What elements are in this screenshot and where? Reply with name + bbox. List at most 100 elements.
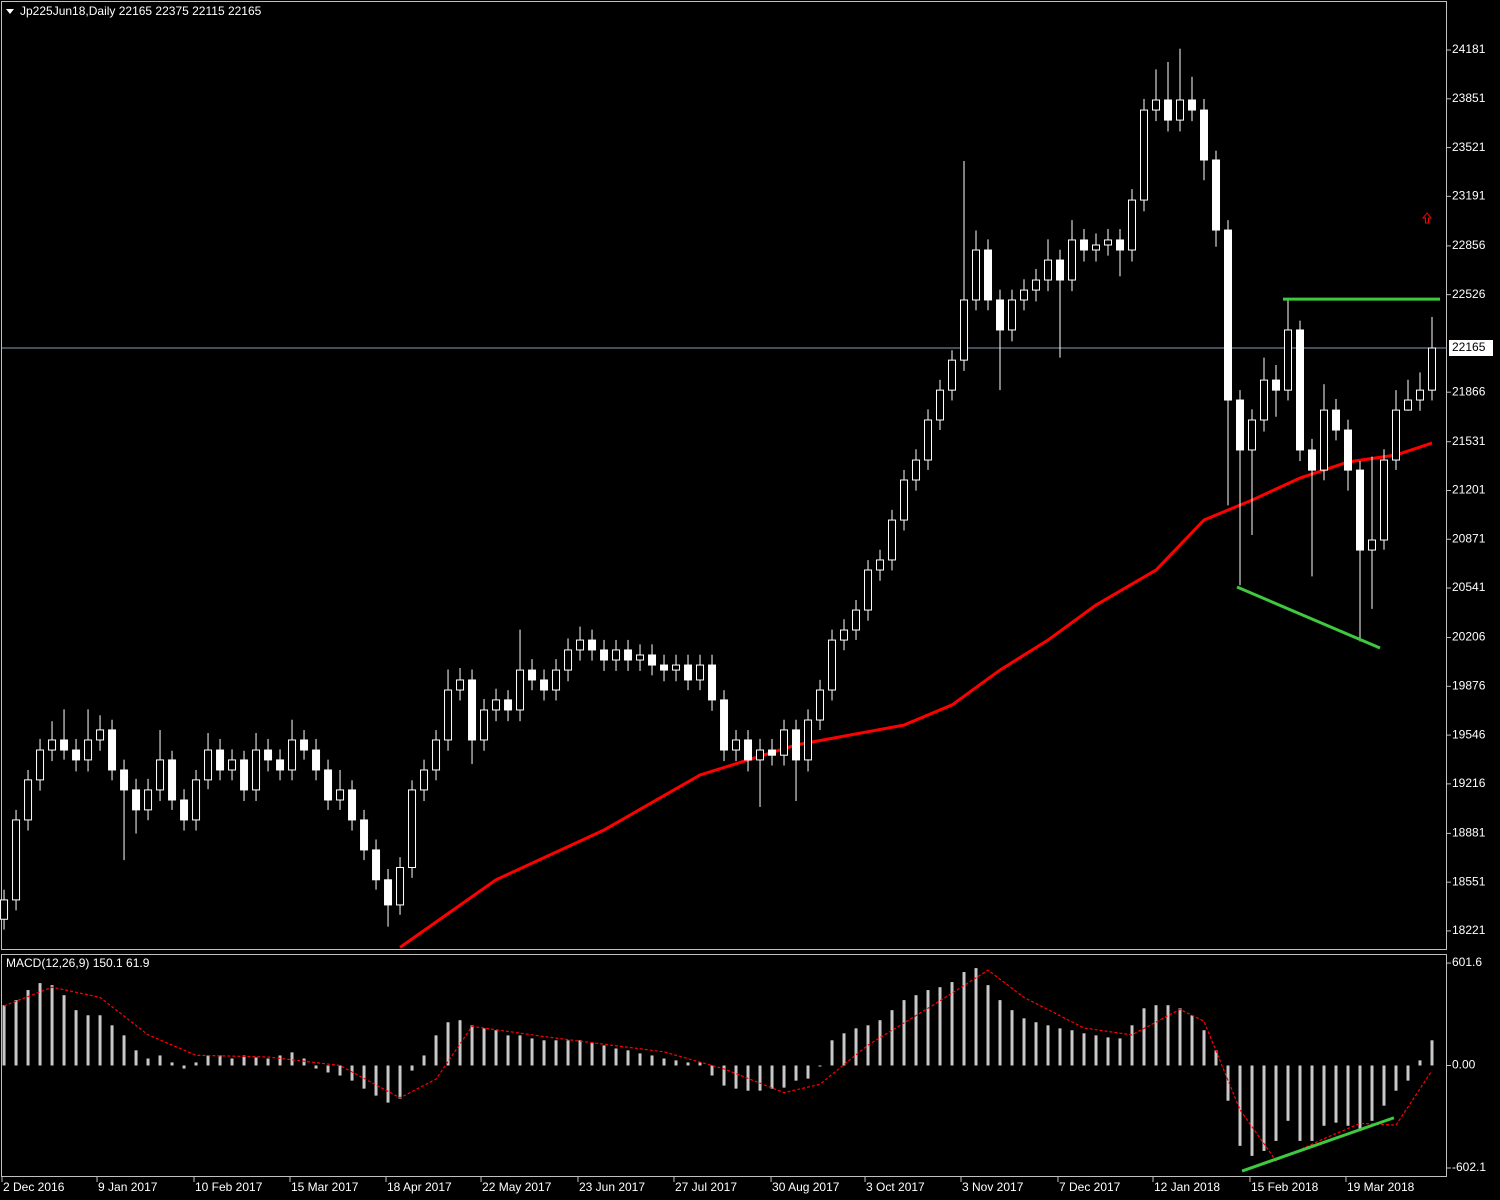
x-tick-label: 12 Jan 2018 [1154,1180,1220,1194]
candle-body [960,299,969,361]
candle-body [1380,459,1389,541]
macd-bar [1262,1065,1266,1151]
trendline [1241,1116,1395,1173]
candle-body [1260,379,1269,421]
macd-bar [1166,1005,1170,1066]
macd-bar [1070,1030,1074,1066]
macd-bar [1430,1040,1434,1066]
candle-body [108,729,117,771]
macd-bar [1310,1065,1314,1141]
candle-body [444,689,453,741]
candle-body [576,639,585,651]
candle-body [180,799,189,821]
macd-panel [1,954,1447,1177]
candle-body [72,749,81,761]
candle-body [1104,239,1113,246]
x-tick-label: 10 Feb 2017 [195,1180,263,1194]
candle-body [0,899,9,920]
macd-bar [434,1035,438,1066]
macd-bar [146,1058,150,1066]
price-panel [1,1,1447,950]
macd-bar [1298,1065,1302,1141]
macd-bar [338,1065,342,1076]
macd-bar [278,1055,282,1066]
candle-body [24,779,33,821]
candle-body [780,729,789,756]
candle-body [468,679,477,741]
candle-body [1248,419,1257,451]
candle-body [492,699,501,711]
x-tick-label: 18 Apr 2017 [387,1180,452,1194]
macd-bar [110,1025,114,1066]
candle-body [924,419,933,461]
macd-bar [422,1055,426,1066]
candle-body [696,664,705,681]
y-tick-label: 20871 [1452,531,1486,545]
y-tick-label: 24181 [1452,42,1486,56]
macd-bar [986,985,990,1066]
candle-body [1308,449,1317,471]
candle-body [972,249,981,301]
macd-bar [818,1065,822,1067]
macd-bar [50,985,54,1066]
macd-bar [494,1030,498,1066]
candle-body [936,389,945,421]
candle-body [276,759,285,771]
y-tick-label: 22856 [1452,238,1486,252]
candle-body [240,759,249,791]
candle-body [1020,289,1029,301]
macd-bar [2,1005,6,1066]
macd-bar [626,1050,630,1066]
macd-bar [1370,1065,1374,1121]
candle-body [1212,159,1221,231]
macd-bar [1178,1008,1182,1066]
macd-bar [242,1055,246,1066]
macd-bar [938,987,942,1066]
candle-body [288,739,297,771]
macd-bar [74,1010,78,1066]
y-tick-label: 19876 [1452,678,1486,692]
candle-body [132,789,141,811]
candle-body [1200,109,1209,161]
macd-bar [722,1065,726,1086]
macd-bar [398,1065,402,1099]
y-tick-label: 19546 [1452,727,1486,741]
macd-bar [314,1065,318,1069]
up-arrow-icon [1421,212,1433,224]
macd-bar [374,1065,378,1096]
x-tick-label: 9 Jan 2017 [98,1180,158,1194]
candle-body [204,749,213,781]
y-tick-label: 18881 [1452,826,1486,840]
menu-arrow[interactable] [6,9,14,14]
candle-body [1008,299,1017,331]
macd-bar [614,1048,618,1066]
candle-body [372,849,381,881]
candle-body [540,679,549,691]
macd-bar [566,1040,570,1066]
macd-bar [470,1025,474,1066]
macd-bar [890,1010,894,1066]
moving-average [399,441,1433,949]
y-tick-label: 18551 [1452,874,1486,888]
macd-bar [1082,1033,1086,1066]
candle-body [156,759,165,791]
macd-bar [554,1040,558,1066]
price-title: Jp225Jun18,Daily 22165 22375 22115 22165 [20,4,262,18]
macd-bar [902,1000,906,1066]
candle-body [852,609,861,631]
candle-body [1140,109,1149,201]
candle-body [408,789,417,869]
macd-bar [926,990,930,1066]
candle-body [48,739,57,751]
macd-bar [962,972,966,1066]
candle-body [1356,469,1365,551]
candle-body [336,789,345,801]
y-tick-label: 19216 [1452,776,1486,790]
x-tick-label: 23 Jun 2017 [579,1180,645,1194]
x-tick-label: 2 Dec 2016 [3,1180,65,1194]
y-tick-label: -602.1 [1452,1160,1486,1174]
macd-bar [1214,1050,1218,1066]
macd-bar [1334,1065,1338,1123]
